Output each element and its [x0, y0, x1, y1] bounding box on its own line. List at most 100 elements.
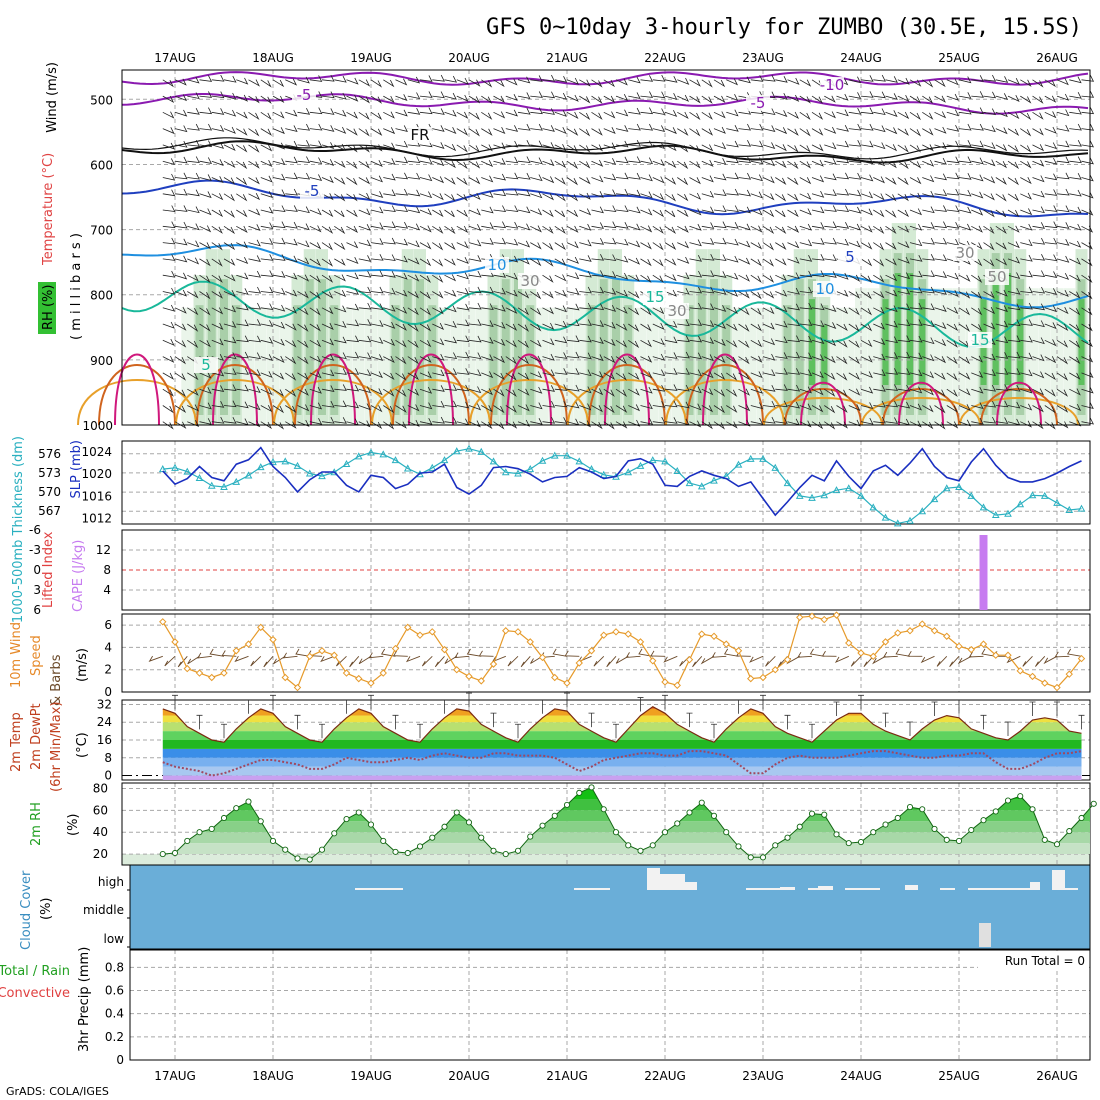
wind-barb	[346, 257, 359, 264]
wind10-point	[428, 628, 436, 636]
wind-barb	[579, 192, 591, 200]
thickness-point	[367, 448, 375, 456]
wind10-barb	[797, 651, 813, 658]
wind-barb	[848, 107, 862, 115]
wind-barb	[468, 192, 481, 200]
wind-barb	[775, 242, 787, 250]
wind-barb	[934, 79, 946, 88]
wind-barb	[848, 223, 861, 231]
wind-barb	[187, 291, 199, 299]
wind-barb	[934, 205, 948, 212]
wind-barb	[211, 142, 225, 149]
rh-legend-swatch	[38, 282, 56, 334]
contour-label-bg	[300, 183, 324, 199]
wind-barb	[1032, 95, 1044, 104]
wind10-point	[808, 612, 816, 620]
wind-barb	[223, 225, 236, 235]
thickness-point	[1004, 509, 1012, 517]
wind-barb	[860, 371, 873, 379]
wind-barb	[713, 322, 727, 330]
wind-barb	[652, 225, 664, 234]
wind-barb	[958, 307, 971, 316]
wind-barb	[579, 79, 591, 87]
wind-barb	[272, 173, 286, 181]
wind-barb	[1020, 144, 1032, 153]
rh2m-point	[1041, 836, 1048, 843]
wind-barb	[640, 157, 654, 165]
cloud-high-bar	[1052, 870, 1065, 890]
wind-barb	[1056, 78, 1069, 86]
wind-barb	[775, 177, 787, 186]
wind-barb	[615, 421, 628, 429]
wind10-point	[881, 638, 890, 646]
wind-barb	[922, 405, 934, 413]
wind-barb	[334, 321, 347, 328]
thickness-point	[293, 461, 302, 469]
wind-barb	[505, 272, 518, 280]
wind-barb	[419, 174, 433, 182]
wind-barb	[885, 400, 899, 408]
wind-barb	[713, 388, 726, 397]
rh-band	[162, 810, 1090, 822]
rh2m-point	[698, 799, 705, 806]
wind10-point	[771, 666, 779, 674]
wind-barb	[407, 92, 421, 100]
thickness-point	[379, 450, 388, 458]
cloud-high-bar	[574, 888, 610, 890]
temp-minmax-bar	[172, 694, 178, 710]
wind-barb	[272, 79, 285, 88]
wind-barb	[726, 94, 739, 101]
wind-barb	[836, 306, 849, 314]
wind-barb	[542, 369, 555, 377]
wind-barb	[505, 289, 518, 297]
temperature-contour	[800, 381, 846, 426]
wind-barb	[223, 258, 236, 266]
wind-barb	[934, 142, 947, 150]
wind-barb	[799, 208, 812, 216]
wind-barb	[628, 223, 641, 231]
wind-barb	[1069, 388, 1081, 396]
wind-barb	[334, 400, 347, 408]
wind-barb	[836, 421, 848, 429]
wind-barb	[885, 274, 898, 282]
wind-barb	[481, 337, 494, 344]
wind-barb	[481, 79, 493, 88]
wind-barb	[848, 339, 860, 349]
wind-barb	[836, 222, 850, 229]
rh2m-point	[416, 843, 424, 850]
wind-barb	[199, 208, 212, 216]
wind-barb	[1032, 371, 1045, 379]
run-total-label: Run Total = 0	[1005, 954, 1085, 968]
rh-shading	[710, 279, 718, 415]
wind-barb	[272, 111, 285, 119]
wind-barb	[664, 225, 677, 235]
wind10-point	[465, 672, 473, 681]
wind-barb	[468, 352, 482, 360]
pressure-tick: 500	[90, 93, 113, 107]
wind10-point	[318, 647, 326, 655]
wind-barb	[432, 159, 445, 167]
ylabel-2m-temp: 2m Temp	[9, 712, 24, 772]
wind-barb	[713, 237, 727, 245]
wind-barb	[983, 159, 996, 167]
wind-barb	[285, 140, 298, 148]
wind10-barb	[250, 655, 262, 667]
wind-barb	[615, 94, 629, 101]
wind-barb	[1044, 111, 1057, 119]
wind-barb	[713, 421, 726, 430]
wind-barb	[640, 140, 654, 148]
wind-barb	[481, 222, 494, 229]
wind-barb	[260, 254, 274, 261]
wind10-point	[391, 644, 400, 653]
wind-barb	[346, 128, 358, 136]
wind-barb	[260, 79, 272, 88]
rh-shading	[894, 273, 901, 385]
wind-barb	[640, 402, 653, 410]
wind-barb	[603, 339, 616, 347]
wind10-point	[563, 679, 571, 687]
rh2m-point	[294, 855, 301, 862]
wind-barb	[199, 191, 212, 199]
wind-barb	[468, 319, 482, 326]
wind-barb	[395, 221, 409, 229]
wind-barb	[223, 209, 236, 218]
